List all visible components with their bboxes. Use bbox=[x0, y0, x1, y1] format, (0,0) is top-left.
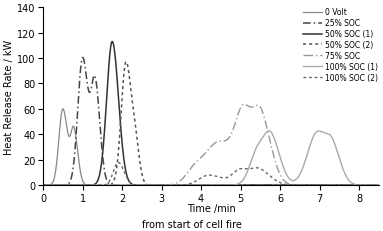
X-axis label: Time /min: Time /min bbox=[187, 203, 235, 213]
Legend: 0 Volt, 25% SOC, 50% SOC (1), 50% SOC (2), 75% SOC, 100% SOC (1), 100% SOC (2): 0 Volt, 25% SOC, 50% SOC (1), 50% SOC (2… bbox=[303, 8, 378, 82]
Text: from start of cell fire: from start of cell fire bbox=[142, 219, 241, 229]
Y-axis label: Heat Release Rate / kW: Heat Release Rate / kW bbox=[4, 40, 14, 154]
